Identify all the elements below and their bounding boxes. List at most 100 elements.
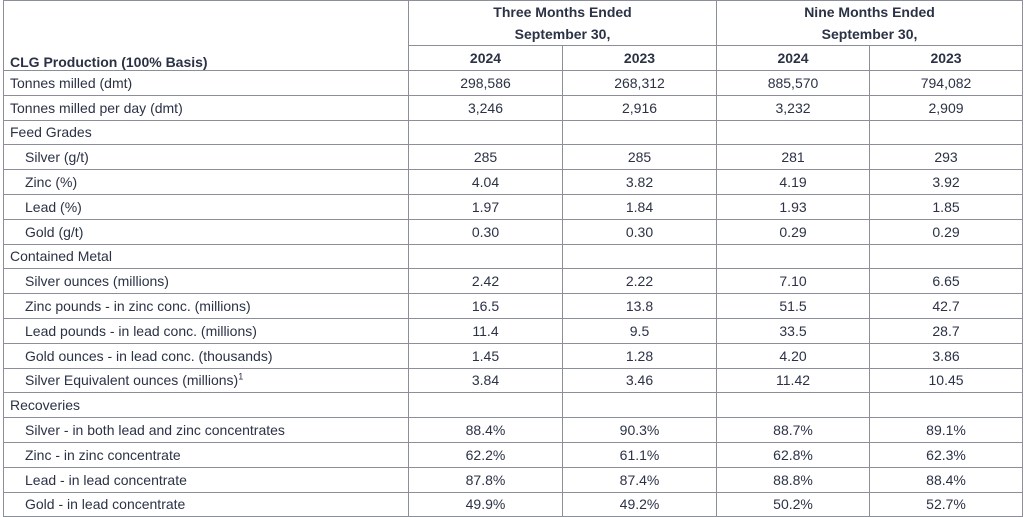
table-row: Silver (g/t) 285 285 281 293: [3, 144, 1024, 171]
row-label: Zinc pounds - in zinc conc. (millions): [3, 293, 409, 319]
value-cell: 4.20: [716, 342, 871, 369]
value-cell: 33.5: [716, 317, 871, 344]
section-label: Feed Grades: [3, 119, 409, 146]
section-label: Contained Metal: [3, 243, 409, 270]
table-row: Lead - in lead concentrate 87.8% 87.4% 88.8…: [3, 466, 1024, 493]
header-year-q-2023: 2023: [561, 45, 718, 71]
row-label-text: Silver Equivalent ounces (millions): [25, 372, 239, 389]
value-cell: 2,916: [561, 94, 718, 121]
value-cell: 62.8%: [716, 441, 871, 468]
value-cell: 87.8%: [408, 466, 563, 493]
header-row-years: 2024 2023 2024 2023: [4, 45, 1024, 71]
row-label-text: Zinc - in zinc concentrate: [25, 446, 181, 463]
row-label: Lead - in lead concentrate: [3, 466, 409, 493]
table-row: Silver Equivalent ounces (millions)1 3.84…: [3, 367, 1024, 394]
value-cell: [408, 119, 563, 146]
row-label-text: Feed Grades: [10, 124, 92, 141]
value-cell: 293: [869, 144, 1024, 171]
table-row: Silver - in both lead and zinc concentra…: [3, 417, 1024, 443]
row-label: Gold (g/t): [3, 218, 409, 245]
value-cell: 13.8: [561, 293, 718, 319]
table-row: Recoveries: [3, 392, 1024, 419]
row-label: Silver - in both lead and zinc concentra…: [3, 417, 409, 443]
value-cell: [869, 392, 1024, 419]
value-cell: [716, 119, 871, 146]
value-cell: [408, 392, 563, 419]
value-cell: 50.2%: [716, 491, 871, 517]
row-label-text: Lead (%): [25, 198, 82, 215]
table-row: Gold (g/t) 0.30 0.30 0.29 0.29: [3, 218, 1024, 245]
value-cell: 1.93: [716, 193, 871, 220]
header-year-ytd-2024: 2024: [716, 45, 871, 71]
value-cell: 6.65: [869, 268, 1024, 295]
row-label: Silver Equivalent ounces (millions)1: [3, 367, 409, 394]
table-row: Contained Metal: [3, 243, 1024, 270]
value-cell: 885,570: [716, 70, 871, 96]
value-cell: 3.84: [408, 367, 563, 394]
value-cell: 62.2%: [408, 441, 563, 468]
row-label: Gold - in lead concentrate: [3, 491, 409, 517]
section-label: Recoveries: [3, 392, 409, 419]
value-cell: 42.7: [869, 293, 1024, 319]
value-cell: 88.8%: [716, 466, 871, 493]
value-cell: 794,082: [869, 70, 1024, 96]
table-row: Gold - in lead concentrate 49.9% 49.2% 50.2…: [3, 491, 1024, 517]
section-label: Tonnes milled (dmt): [3, 70, 409, 96]
value-cell: 52.7%: [869, 491, 1024, 517]
value-cell: [869, 243, 1024, 270]
value-cell: 88.4%: [408, 417, 563, 443]
value-cell: [408, 243, 563, 270]
value-cell: 2,909: [869, 94, 1024, 121]
production-table: CLG Production (100% Basis) Three Months…: [3, 0, 1024, 517]
table-row: Zinc - in zinc concentrate 62.2% 61.1% 62.8…: [3, 441, 1024, 468]
table-row: Tonnes milled per day (dmt) 3,246 2,916 3,2…: [3, 94, 1024, 121]
table-row: Tonnes milled (dmt) 298,586 268,312 885,570…: [3, 70, 1024, 96]
value-cell: [869, 119, 1024, 146]
row-label-text: Zinc pounds - in zinc conc. (millions): [25, 298, 251, 315]
value-cell: 0.29: [869, 218, 1024, 245]
header-three-months-line1: Three Months Ended: [493, 4, 632, 20]
row-label-text: Silver (g/t): [25, 149, 89, 166]
row-label-text: Silver - in both lead and zinc concentra…: [25, 422, 285, 439]
footnote-marker: 1: [238, 371, 244, 382]
value-cell: 11.4: [408, 317, 563, 344]
table-row: Lead pounds - in lead conc. (millions) 11…: [3, 317, 1024, 344]
header-nine-months-line2: September 30,: [821, 26, 918, 42]
value-cell: 1.97: [408, 193, 563, 220]
value-cell: 3.86: [869, 342, 1024, 369]
header-nine-months: Nine Months Ended September 30,: [716, 0, 1024, 46]
value-cell: 0.30: [408, 218, 563, 245]
value-cell: 90.3%: [561, 417, 718, 443]
row-label: Zinc - in zinc concentrate: [3, 441, 409, 468]
row-label-text: Recoveries: [10, 397, 81, 414]
value-cell: [716, 243, 871, 270]
value-cell: 285: [408, 144, 563, 171]
header-three-months-line2: September 30,: [514, 26, 611, 42]
value-cell: 89.1%: [869, 417, 1024, 443]
table-row: Zinc pounds - in zinc conc. (millions) 16…: [3, 293, 1024, 319]
table-row: Silver ounces (millions) 2.42 2.22 7.10 6.65: [3, 268, 1024, 295]
row-label: Silver (g/t): [3, 144, 409, 171]
row-label-text: Zinc (%): [25, 174, 78, 191]
value-cell: 0.30: [561, 218, 718, 245]
value-cell: [561, 243, 718, 270]
table-row: Lead (%) 1.97 1.84 1.93 1.85: [3, 193, 1024, 220]
value-cell: 0.29: [716, 218, 871, 245]
row-label: Silver ounces (millions): [3, 268, 409, 295]
value-cell: 4.04: [408, 169, 563, 195]
value-cell: 1.85: [869, 193, 1024, 220]
value-cell: 268,312: [561, 70, 718, 96]
value-cell: 61.1%: [561, 441, 718, 468]
row-label: Lead pounds - in lead conc. (millions): [3, 317, 409, 344]
row-label-text: Lead pounds - in lead conc. (millions): [25, 322, 257, 339]
row-label-text: Contained Metal: [10, 248, 112, 265]
table-row: Zinc (%) 4.04 3.82 4.19 3.92: [3, 169, 1024, 195]
value-cell: [561, 119, 718, 146]
header-nine-months-line1: Nine Months Ended: [804, 4, 935, 20]
value-cell: 1.84: [561, 193, 718, 220]
value-cell: 49.9%: [408, 491, 563, 517]
header-three-months: Three Months Ended September 30,: [407, 0, 718, 46]
header-year-ytd-2023: 2023: [869, 45, 1024, 71]
value-cell: 62.3%: [869, 441, 1024, 468]
row-label-text: Silver ounces (millions): [25, 273, 169, 290]
